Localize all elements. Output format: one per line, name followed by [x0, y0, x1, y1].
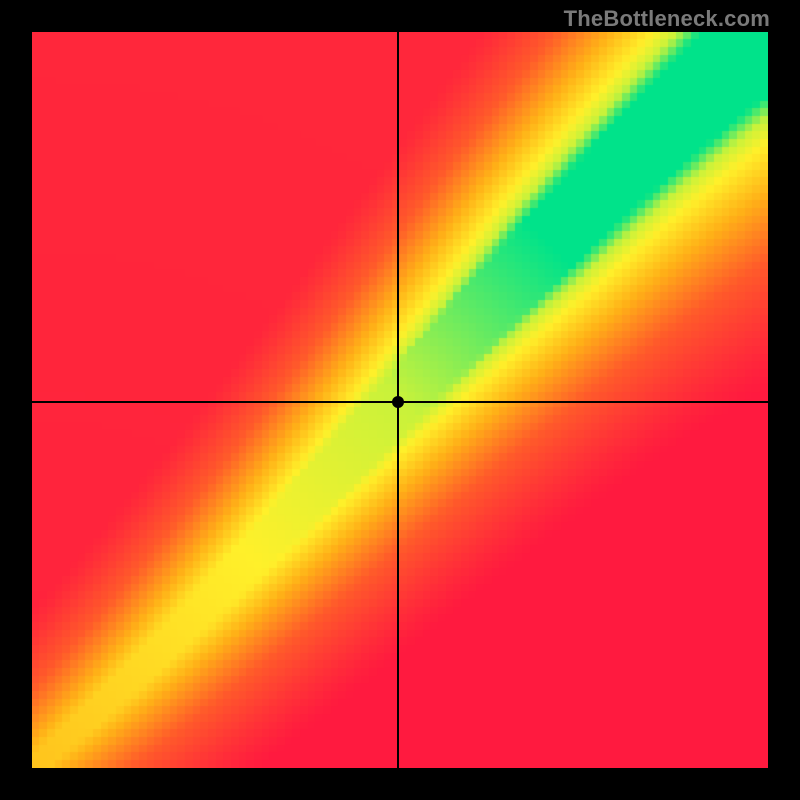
- crosshair-marker: [392, 396, 404, 408]
- heatmap-plot: [32, 32, 768, 768]
- watermark-text: TheBottleneck.com: [564, 6, 770, 32]
